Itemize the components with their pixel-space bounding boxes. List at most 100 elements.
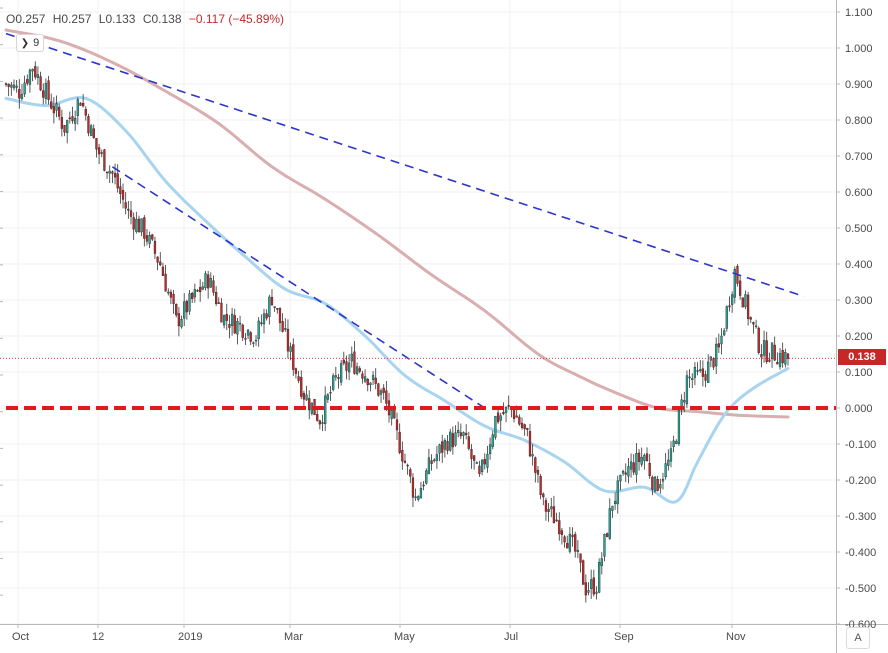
candle-body [563,536,566,543]
candle-body [350,353,353,362]
candle-body [494,416,497,438]
change-value: −0.117 (−45.89%) [188,12,285,26]
candle-body [84,109,87,116]
candle-body [151,234,154,240]
candle-body [52,106,56,114]
candle-body [672,440,675,448]
candle-body [289,346,292,352]
open-value: O0.257 [6,12,46,26]
candle-body [385,390,388,404]
candle-body [619,474,622,482]
candle-body [369,382,372,386]
candle-body [467,436,470,449]
candle-body [236,320,239,335]
candle-body [193,289,196,298]
candle-body [637,452,641,462]
candle-body [196,289,199,292]
candle-body [592,577,595,595]
candle-body [486,453,489,468]
candle-body [395,419,399,431]
candle-body [478,465,481,474]
candle-body [770,342,774,360]
candle-body [568,533,572,552]
candle-body [329,392,332,394]
candle-body [164,273,167,292]
candle-body [140,218,143,233]
candle-body [172,293,175,304]
candle-body [217,302,220,304]
candle-body [600,558,603,566]
candle-body [97,147,101,155]
candle-body [409,469,412,477]
y-tick-label: 0.200 [845,331,873,343]
candle-body [449,431,452,451]
candle-body [116,173,119,189]
candle-body [629,461,633,470]
candle-body [398,431,401,453]
candle-body [773,344,776,361]
candle-body [598,561,601,593]
auto-scale-button[interactable]: A [846,627,870,649]
candle-body [39,76,42,91]
candle-body [574,534,577,552]
candle-body [701,368,705,377]
candle-body [153,240,157,254]
candle-body [491,434,494,447]
candle-body [169,291,173,298]
candle-body [241,324,244,338]
candle-body [613,500,617,505]
candle-body [26,79,29,84]
candle-body [363,376,367,382]
candle-body [733,268,736,298]
candle-body [547,508,550,512]
x-tick-label: Mar [284,631,303,643]
candle-body [36,74,40,78]
candle-body [7,83,10,87]
candle-body [707,361,710,383]
candle-body [473,455,476,461]
candle-body [560,530,564,535]
candle-body [204,273,207,289]
candle-body [294,368,298,374]
candle-body [731,294,734,305]
candle-body [246,329,250,336]
candle-body [579,553,582,563]
candle-body [361,373,364,379]
long-term-trendline [5,32,805,298]
candle-body [284,328,287,330]
candle-body [688,376,691,379]
candle-body [499,415,502,421]
indicator-count: 9 [33,37,40,49]
candle-body [249,332,252,342]
candle-body [520,422,524,428]
candle-body [127,208,130,211]
candle-body [124,202,127,209]
candle-body [752,322,755,325]
candle-body [691,378,694,380]
candle-body [406,464,409,467]
candle-body [595,591,598,594]
slow-moving-average-line [4,28,790,419]
candle-body [28,69,32,85]
candle-body [121,190,125,200]
chevron-right-icon: ❯ [20,37,30,49]
candle-body [693,367,697,378]
candle-body [558,520,561,535]
candle-body [590,579,593,589]
candle-body [757,327,760,353]
candle-body [459,432,462,437]
candle-body [300,376,303,397]
candle-body [765,340,768,363]
candle-body [18,89,21,99]
candle-body [616,480,619,505]
candle-body [44,82,48,99]
candle-body [515,415,518,418]
candle-body [191,292,194,299]
candle-body [281,321,284,332]
candle-body [470,449,473,459]
indicators-toggle-button[interactable]: ❯ 9 [16,34,44,52]
candle-body [518,416,521,425]
candle-body [55,103,58,111]
candle-body [230,313,234,326]
